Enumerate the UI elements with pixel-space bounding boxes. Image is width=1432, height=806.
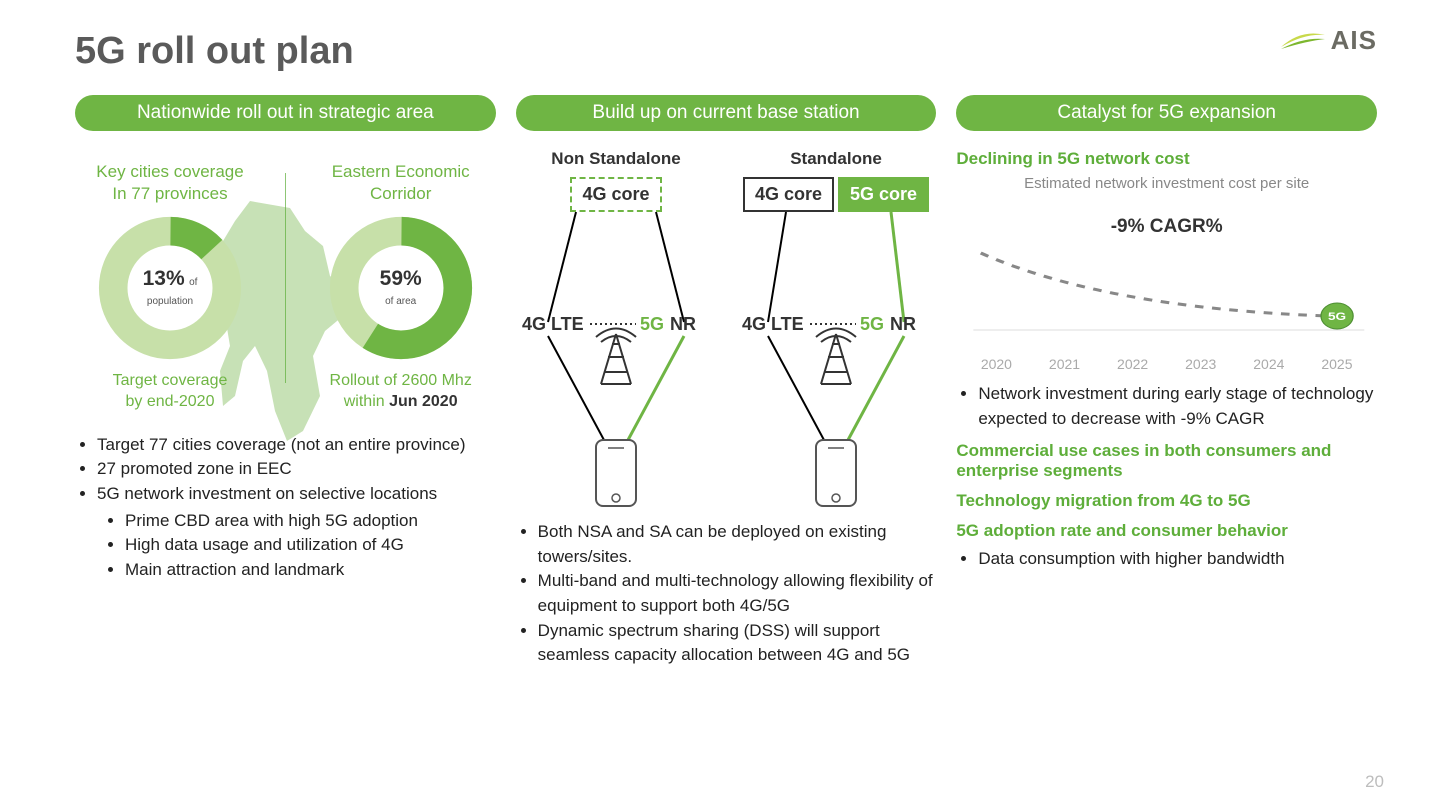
- nsa-title: Non Standalone: [516, 149, 716, 169]
- columns: Nationwide roll out in strategic area Ke…: [75, 95, 1377, 668]
- donut-cities: Key cities coverageIn 77 provinces 13% o…: [75, 161, 265, 413]
- catalyst-sub2: Commercial use cases in both consumers a…: [956, 441, 1377, 481]
- nsa-diagram: 4G LTE 5G NR: [516, 212, 716, 512]
- catalyst-sub1: Declining in 5G network cost: [956, 149, 1377, 169]
- pill-catalyst: Catalyst for 5G expansion: [956, 95, 1377, 131]
- right-bullet: Data consumption with higher bandwidth: [978, 547, 1377, 572]
- right-bullet: Network investment during early stage of…: [978, 382, 1377, 431]
- sa-diagram: 4G LTE 5G NR: [736, 212, 936, 512]
- catalyst-sub3: Technology migration from 4G to 5G: [956, 491, 1377, 511]
- left-bullet-text: 5G network investment on selective locat…: [97, 484, 437, 503]
- donut2-bottom-label: Rollout of 2600 Mhzwithin Jun 2020: [306, 371, 496, 413]
- chart-years: 2020 2021 2022 2023 2024 2025: [956, 356, 1377, 372]
- mid-bullet: Dynamic spectrum sharing (DSS) will supp…: [538, 619, 937, 668]
- year: 2025: [1321, 356, 1352, 372]
- nsa-4gcore: 4G core: [570, 177, 661, 212]
- donut-area: Key cities coverageIn 77 provinces 13% o…: [75, 161, 496, 413]
- donut2-sub: of area: [385, 296, 416, 307]
- donut1-bottom-label: Target coverageby end-2020: [75, 371, 265, 413]
- sa-4gcore: 4G core: [743, 177, 834, 212]
- vertical-divider: [285, 173, 286, 383]
- cagr-chart: -9% CAGR% 5G: [956, 198, 1377, 348]
- col-catalyst: Catalyst for 5G expansion Declining in 5…: [956, 95, 1377, 668]
- svg-text:5G: 5G: [640, 314, 664, 334]
- page-title: 5G roll out plan: [75, 30, 1377, 73]
- donut2-percent: 59%: [380, 267, 422, 290]
- sa-title: Standalone: [736, 149, 936, 169]
- year: 2022: [1117, 356, 1148, 372]
- mid-bullet: Both NSA and SA can be deployed on exist…: [538, 520, 937, 569]
- slide: AIS 5G roll out plan Nationwide roll out…: [0, 0, 1432, 806]
- logo-text: AIS: [1331, 25, 1377, 56]
- year: 2020: [981, 356, 1012, 372]
- donut1-top-label: Key cities coverageIn 77 provinces: [75, 161, 265, 205]
- year: 2023: [1185, 356, 1216, 372]
- year: 2021: [1049, 356, 1080, 372]
- sa-5gcore: 5G core: [838, 177, 929, 212]
- left-subbullet: Main attraction and landmark: [125, 558, 496, 583]
- donut1-percent: 13%: [143, 267, 185, 290]
- left-bullet: Target 77 cities coverage (not an entire…: [97, 433, 496, 458]
- right-bullet4-list: Data consumption with higher bandwidth: [956, 547, 1377, 572]
- left-bullets: Target 77 cities coverage (not an entire…: [75, 433, 496, 583]
- architecture-row: Non Standalone 4G core 4G LTE 5G NR: [516, 149, 937, 512]
- mid-bullets: Both NSA and SA can be deployed on exist…: [516, 520, 937, 668]
- cagr-label: -9% CAGR%: [1111, 216, 1223, 238]
- svg-text:4G LTE: 4G LTE: [742, 314, 804, 334]
- svg-text:5G: 5G: [1328, 310, 1346, 322]
- svg-text:NR: NR: [670, 314, 696, 334]
- chart-caption: Estimated network investment cost per si…: [956, 175, 1377, 192]
- right-bullet1-list: Network investment during early stage of…: [956, 382, 1377, 431]
- left-bullet: 27 promoted zone in EEC: [97, 457, 496, 482]
- donut-eec: Eastern EconomicCorridor 59% of area Rol…: [306, 161, 496, 413]
- donut2-top-label: Eastern EconomicCorridor: [306, 161, 496, 205]
- pill-nationwide: Nationwide roll out in strategic area: [75, 95, 496, 131]
- svg-text:4G LTE: 4G LTE: [522, 314, 584, 334]
- svg-text:5G: 5G: [860, 314, 884, 334]
- left-bullet: 5G network investment on selective locat…: [97, 482, 496, 583]
- left-subbullet: High data usage and utilization of 4G: [125, 533, 496, 558]
- catalyst-sub4: 5G adoption rate and consumer behavior: [956, 521, 1377, 541]
- arch-nsa: Non Standalone 4G core 4G LTE 5G NR: [516, 149, 716, 512]
- logo-swoosh-icon: [1279, 27, 1327, 55]
- col-nationwide: Nationwide roll out in strategic area Ke…: [75, 95, 496, 668]
- col-basestation: Build up on current base station Non Sta…: [516, 95, 937, 668]
- svg-text:NR: NR: [890, 314, 916, 334]
- page-number: 20: [1365, 772, 1384, 792]
- pill-basestation: Build up on current base station: [516, 95, 937, 131]
- arch-sa: Standalone 4G core 5G core 4G LTE 5G NR: [736, 149, 936, 512]
- left-subbullet: Prime CBD area with high 5G adoption: [125, 509, 496, 534]
- year: 2024: [1253, 356, 1284, 372]
- mid-bullet: Multi-band and multi-technology allowing…: [538, 569, 937, 618]
- brand-logo: AIS: [1279, 25, 1377, 56]
